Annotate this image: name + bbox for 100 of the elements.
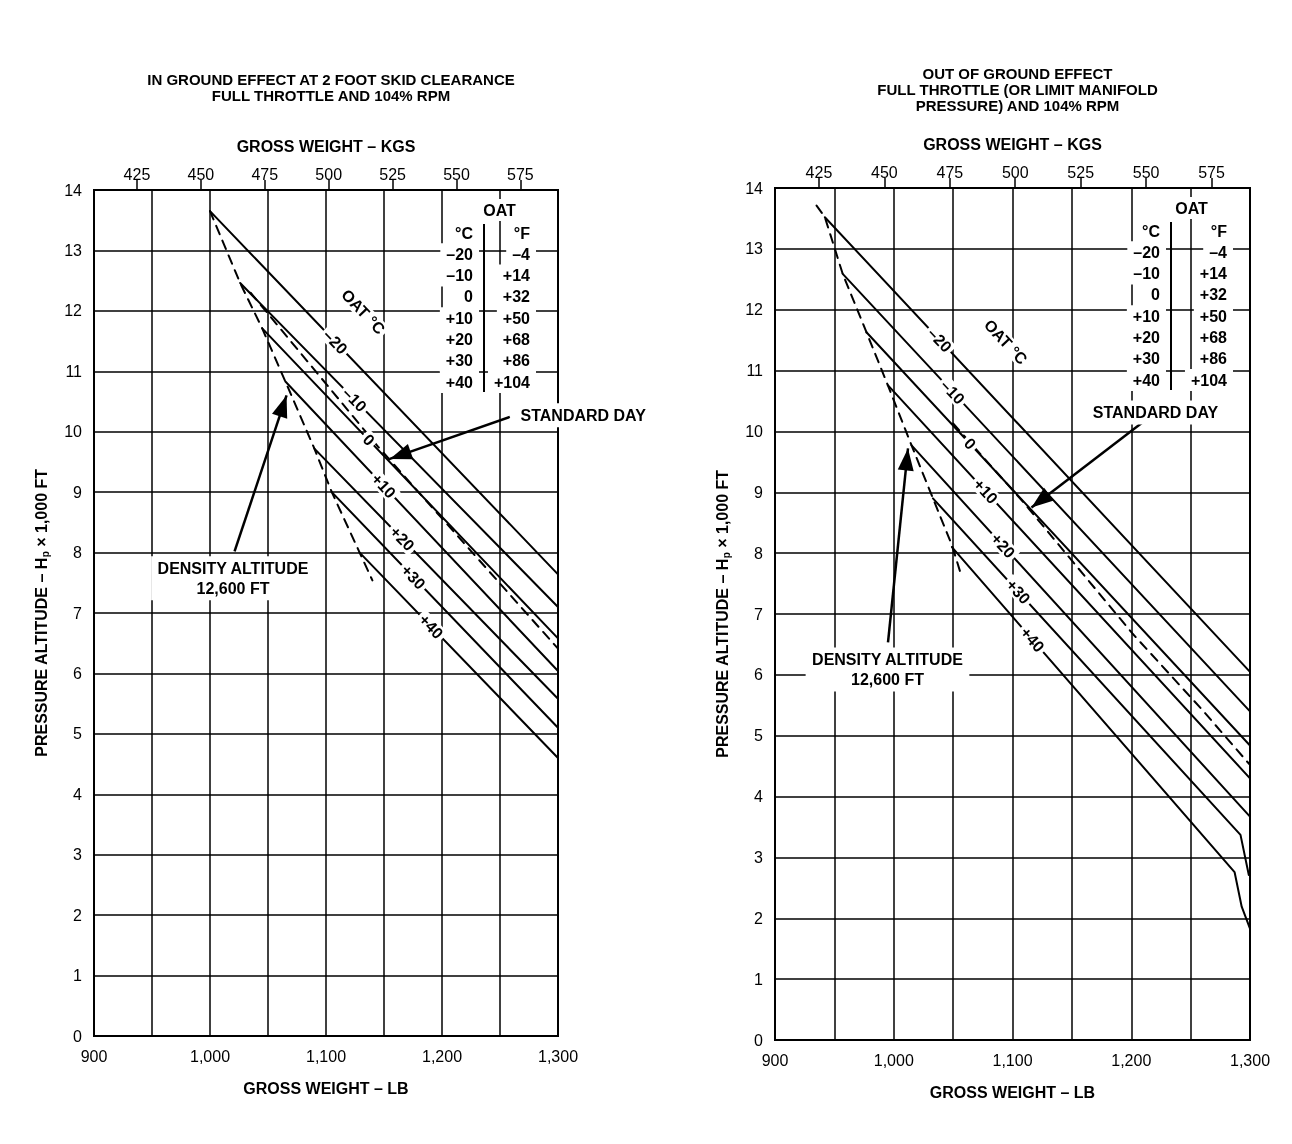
annotation: +10 (445, 309, 474, 327)
annotation: +30 (445, 352, 474, 370)
annotation: STANDARD DAY (520, 406, 647, 424)
annotation: +50 (1199, 307, 1228, 325)
annotation: –10 (446, 267, 474, 285)
y-tick-label: 4 (73, 785, 83, 803)
text: +10 (970, 475, 1002, 508)
annotation: OAT (1175, 199, 1209, 217)
x2-tick-label: 425 (123, 165, 151, 183)
x2-tick-label: 450 (871, 163, 898, 181)
annotation: +10 (1132, 307, 1161, 325)
x-tick-label: 1,300 (537, 1047, 579, 1065)
y-tick-label: 12 (745, 301, 764, 319)
y-tick-label: 4 (754, 788, 764, 806)
x2-tick-label: 575 (507, 165, 534, 183)
annotation: +32 (502, 288, 531, 306)
annotation: +50 (502, 309, 531, 327)
x2-axis-title: GROSS WEIGHT – KGS (236, 137, 416, 155)
annotation: +104 (493, 373, 531, 391)
y-tick-label: 8 (73, 544, 83, 562)
x-axis-title: GROSS WEIGHT – LB (929, 1083, 1096, 1101)
y-tick-label: 2 (754, 909, 764, 927)
annotation: –20 (446, 245, 474, 263)
text: +30 (397, 561, 429, 593)
y-tick-label: 10 (745, 422, 764, 440)
y-tick-label: 6 (754, 666, 764, 684)
y-tick-label: 1 (754, 970, 764, 988)
y-tick-label: 3 (73, 846, 83, 864)
text: +40 (415, 610, 447, 643)
text: +30 (1002, 575, 1034, 608)
y-tick-label: 14 (64, 181, 83, 199)
annotation: DENSITY ALTITUDE 12,600 FT (812, 650, 964, 688)
y-axis-title: PRESSURE ALTITUDE – Hp × 1,000 FT (713, 469, 732, 758)
annotation: DENSITY ALTITUDE 12,600 FT (157, 559, 309, 597)
x2-tick-label: 500 (1001, 163, 1029, 181)
annotation: OAT (483, 201, 517, 219)
x2-tick-label: 500 (315, 165, 343, 183)
x-tick-label: 1,200 (1111, 1051, 1152, 1069)
x-tick-label: 900 (80, 1047, 108, 1065)
text: 0 (359, 430, 378, 450)
x-tick-label: 1,000 (189, 1047, 231, 1065)
text: –10 (339, 384, 371, 416)
y-tick-label: 3 (754, 848, 764, 866)
text: +40 (1017, 623, 1048, 656)
x-tick-label: 1,200 (421, 1047, 463, 1065)
y-tick-label: 5 (754, 727, 764, 745)
y-tick-label: 12 (64, 302, 83, 320)
y-tick-label: 7 (754, 605, 764, 623)
x2-tick-label: 475 (251, 165, 279, 183)
annotation: +20 (1132, 329, 1161, 346)
x2-tick-label: 475 (936, 163, 964, 181)
x2-tick-label: 575 (1198, 163, 1225, 181)
annotation: +14 (1199, 265, 1228, 283)
annotation: +68 (1199, 329, 1228, 346)
y-tick-label: 0 (73, 1027, 83, 1045)
annotation: +68 (502, 331, 531, 348)
text: +20 (987, 529, 1019, 562)
x2-axis-title: GROSS WEIGHT – KGS (923, 135, 1103, 153)
annotation: STANDARD DAY (1092, 403, 1219, 421)
x-tick-label: 1,300 (1229, 1051, 1271, 1069)
annotation: +86 (502, 352, 531, 370)
y-tick-label: 1 (73, 967, 83, 985)
y-tick-label: 8 (754, 544, 764, 562)
y-tick-label: 7 (73, 604, 83, 622)
x2-tick-label: 525 (1067, 163, 1095, 181)
y-tick-label: 5 (73, 725, 83, 743)
x-axis-title: GROSS WEIGHT – LB (243, 1079, 409, 1097)
text: –10 (937, 376, 969, 408)
x2-tick-label: 425 (805, 163, 833, 181)
y-tick-label: 9 (73, 483, 83, 501)
y-axis-title: PRESSURE ALTITUDE – Hp × 1,000 FT (32, 468, 51, 757)
y-tick-label: 9 (754, 483, 764, 501)
y-tick-label: 6 (73, 664, 83, 682)
annotation: +40 (445, 373, 474, 391)
text: +20 (386, 523, 418, 555)
y-tick-label: 2 (73, 906, 83, 924)
annotation: °F (1210, 222, 1228, 240)
annotation: °F (513, 224, 531, 242)
x-tick-label: 1,100 (992, 1051, 1033, 1069)
annotation: 0 (1151, 286, 1161, 304)
text: –20 (924, 324, 956, 356)
annotation: +104 (1190, 371, 1228, 389)
x2-tick-label: 525 (379, 165, 407, 183)
y-tick-label: 11 (746, 362, 764, 380)
annotation: –4 (512, 245, 531, 263)
annotation: +86 (1199, 350, 1228, 368)
chart-title: OUT OF GROUND EFFECT FULL THROTTLE (OR LIMIT MANIFOLD PRESSURE) AND 104% RPM (877, 64, 1158, 114)
annotation: OAT °C (980, 316, 1031, 369)
text: +10 (368, 470, 400, 502)
y-tick-label: 10 (64, 423, 83, 441)
annotation: +20 (445, 331, 474, 348)
y-tick-label: 14 (745, 179, 764, 197)
x-tick-label: 1,100 (305, 1047, 347, 1065)
x-tick-label: 1,000 (873, 1051, 914, 1069)
x2-tick-label: 450 (187, 165, 215, 183)
annotation: °C (1142, 222, 1161, 240)
text: –20 (319, 326, 351, 358)
y-tick-label: 0 (754, 1031, 764, 1049)
annotation: –4 (1209, 243, 1228, 261)
x2-tick-label: 550 (1132, 163, 1160, 181)
